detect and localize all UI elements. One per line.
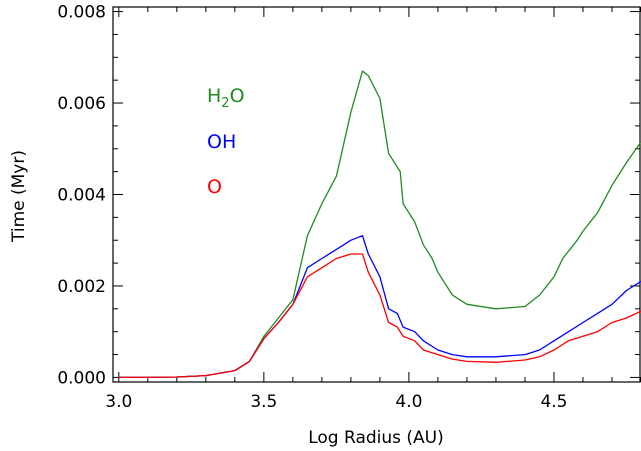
- legend-h2o-sub: 2: [221, 96, 229, 111]
- legend: H2O OH O: [207, 85, 245, 198]
- x-axis-title: Log Radius (AU): [308, 428, 444, 448]
- x-tick-label: 4.0: [395, 392, 422, 412]
- legend-h2o-o: O: [230, 85, 245, 107]
- labels: Log Radius (AU) Time (Myr): [9, 150, 444, 448]
- series-line-h2o: [118, 70, 641, 379]
- axes: 3.0 3.5 4.0 4.5 0.000 0.002 0.004 0.006 0.008: [57, 3, 641, 412]
- y-tick-label: 0.006: [57, 94, 106, 114]
- y-tick-label: 0.008: [57, 3, 106, 23]
- x-tick-label: 3.5: [250, 392, 277, 412]
- legend-oh: OH: [207, 131, 236, 153]
- y-tick-label: 0.002: [57, 277, 106, 297]
- x-tick-label: 4.5: [540, 392, 567, 412]
- legend-h2o-h: H: [207, 85, 221, 107]
- legend-o: O: [207, 176, 222, 198]
- y-tick-label: 0.004: [57, 186, 106, 206]
- series-line-oh: [118, 235, 641, 379]
- y-axis-title: Time (Myr): [9, 150, 29, 243]
- y-tick-label: 0.000: [57, 368, 106, 388]
- series-layer: [118, 70, 641, 379]
- legend-h2o: H2O: [207, 85, 245, 111]
- plot-frame: [112, 6, 641, 383]
- series-line-o: [118, 253, 641, 379]
- x-tick-label: 3.0: [105, 392, 132, 412]
